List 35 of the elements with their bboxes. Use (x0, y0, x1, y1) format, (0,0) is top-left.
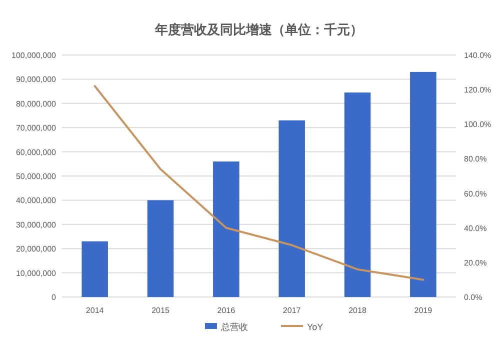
y-tick-label: 100,000,000 (12, 51, 57, 60)
y2-tick-label: 120.0% (464, 86, 492, 95)
bar (213, 161, 240, 297)
y2-tick-label: 100.0% (464, 120, 492, 130)
y2-tick-label: 60.0% (464, 189, 487, 198)
y2-tick-label: 20.0% (464, 258, 487, 268)
y-tick-label: 30,000,000 (16, 220, 57, 230)
y2-tick-label: 80.0% (464, 154, 487, 164)
x-tick-label: 2019 (414, 306, 433, 315)
y-tick-label: 60,000,000 (16, 148, 57, 157)
x-tick-label: 2014 (86, 306, 104, 315)
y-tick-label: 50,000,000 (16, 172, 57, 181)
bar (344, 92, 371, 297)
bar (147, 200, 174, 297)
y-tick-label: 90,000,000 (16, 75, 57, 84)
x-tick-label: 2017 (282, 306, 302, 315)
legend-label: 总营收 (220, 322, 248, 332)
y2-tick-label: 40.0% (464, 224, 487, 233)
y-tick-label: 10,000,000 (16, 268, 57, 278)
bar (82, 241, 108, 297)
y-tick-label: 70,000,000 (16, 124, 57, 133)
y-tick-label: 0 (52, 293, 57, 302)
x-tick-label: 2015 (152, 306, 170, 315)
bar (410, 72, 436, 297)
chart-title: 年度营收及同比增速（单位：千元） (154, 22, 363, 37)
legend-label: YoY (307, 322, 324, 332)
y2-tick-label: 0.0% (464, 293, 482, 302)
y-tick-label: 40,000,000 (16, 196, 57, 206)
y-tick-label: 80,000,000 (16, 99, 57, 108)
x-tick-label: 2018 (348, 306, 367, 315)
y-tick-label: 20,000,000 (16, 244, 57, 254)
x-tick-label: 2016 (217, 306, 236, 315)
bar (278, 120, 305, 297)
y2-tick-label: 140.0% (464, 51, 492, 60)
line-series (94, 85, 424, 281)
